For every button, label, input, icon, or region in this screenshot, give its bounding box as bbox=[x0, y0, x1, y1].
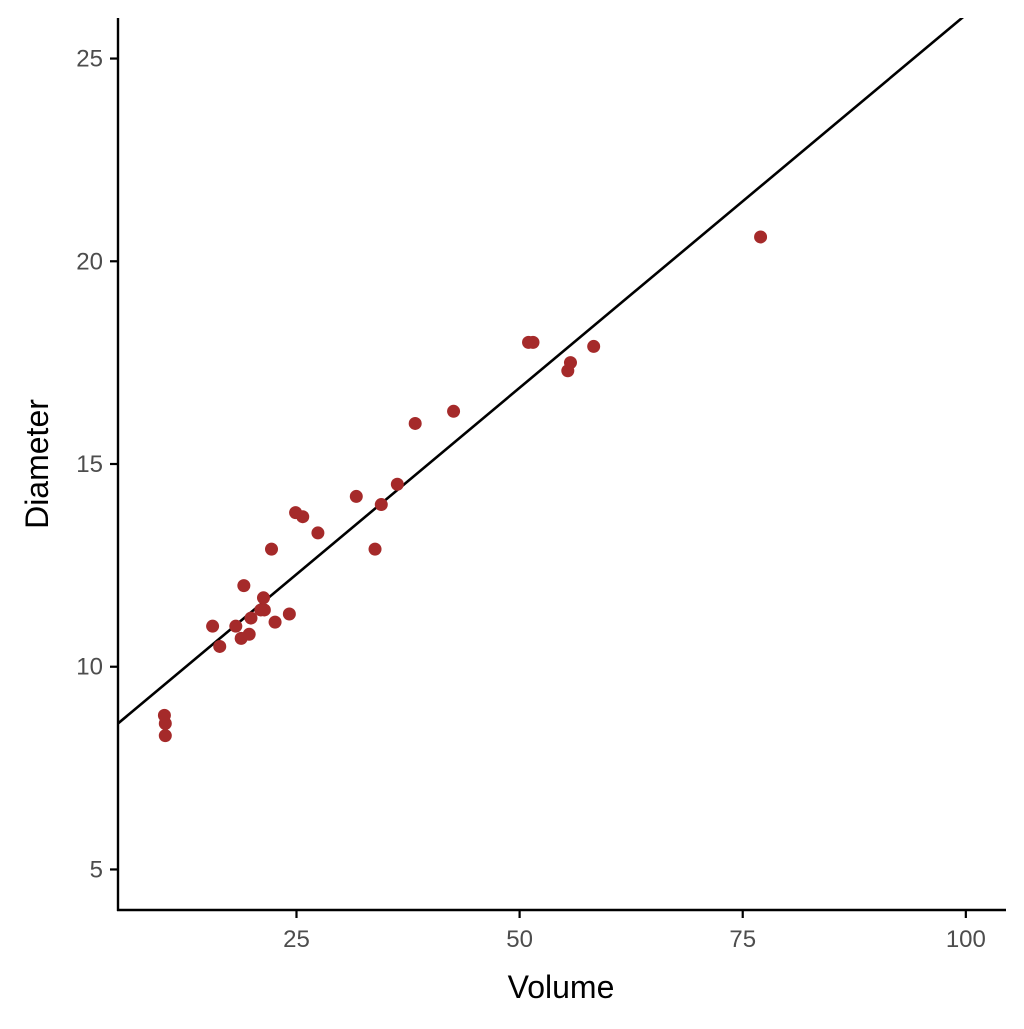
data-point bbox=[522, 335, 536, 349]
data-point bbox=[311, 526, 325, 540]
y-tick-label: 10 bbox=[76, 654, 103, 681]
data-point bbox=[158, 729, 172, 743]
x-tick-label: 100 bbox=[946, 926, 986, 953]
data-point bbox=[447, 404, 461, 418]
data-point bbox=[349, 489, 363, 503]
data-point bbox=[265, 542, 279, 556]
data-point bbox=[206, 619, 220, 633]
ticks-layer: 25 50 75 100 5 10 15 20 25 bbox=[76, 46, 986, 953]
points-layer bbox=[157, 230, 768, 743]
x-tick-label: 25 bbox=[283, 926, 310, 953]
x-axis-title: Volume bbox=[508, 969, 615, 1005]
y-axis-title: Diameter bbox=[19, 399, 55, 529]
axes-layer bbox=[116, 18, 1006, 912]
data-point bbox=[587, 339, 601, 353]
data-point bbox=[268, 615, 282, 629]
data-point bbox=[754, 230, 768, 244]
data-point bbox=[213, 639, 227, 653]
data-point bbox=[563, 356, 577, 370]
y-tick-label: 25 bbox=[76, 46, 103, 73]
y-tick-label: 20 bbox=[76, 248, 103, 275]
data-point bbox=[229, 619, 243, 633]
data-point bbox=[368, 542, 382, 556]
data-point bbox=[242, 627, 256, 641]
data-point bbox=[408, 416, 422, 430]
data-point bbox=[374, 498, 388, 512]
data-point bbox=[390, 477, 404, 491]
data-point bbox=[237, 579, 251, 593]
data-point bbox=[256, 591, 270, 605]
data-point bbox=[257, 603, 271, 617]
data-point bbox=[289, 506, 303, 520]
y-tick-label: 5 bbox=[90, 856, 103, 883]
data-point bbox=[282, 607, 296, 621]
data-point bbox=[244, 611, 258, 625]
y-tick-label: 15 bbox=[76, 451, 103, 478]
x-tick-label: 50 bbox=[506, 926, 533, 953]
data-point bbox=[157, 708, 171, 722]
x-tick-label: 75 bbox=[729, 926, 756, 953]
